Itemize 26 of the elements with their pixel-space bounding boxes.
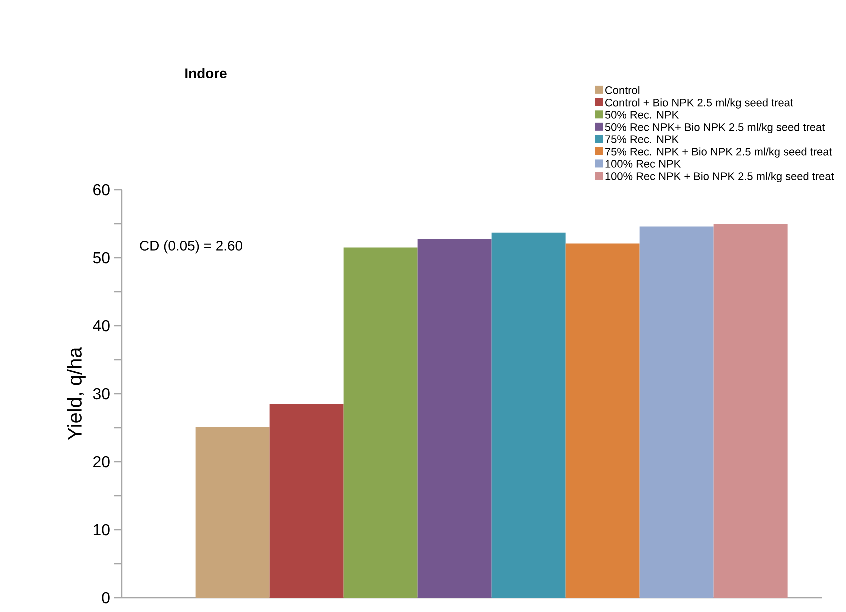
legend-label: 75% Rec. NPK + Bio NPK 2.5 ml/kg seed treat <box>606 148 832 158</box>
bar <box>566 244 640 598</box>
legend-label: 50% Rec. NPK <box>605 111 679 119</box>
bar <box>344 248 418 598</box>
chart-title: Indore <box>186 68 227 78</box>
y-axis-title: Yield, q/ha <box>67 347 86 440</box>
legend-label: 50% Rec NPK+ Bio NPK 2.5 ml/kg seed treat <box>605 123 826 134</box>
y-tick-label: 0 <box>102 592 110 604</box>
bar <box>418 238 492 598</box>
y-tick-label: 10 <box>94 524 110 536</box>
y-tick-label: 60 <box>94 184 110 196</box>
bar <box>492 232 566 598</box>
bar <box>270 404 344 598</box>
bar <box>714 224 788 598</box>
legend-label: Control <box>606 86 640 94</box>
annotation: CD (0.05) = 2.60 <box>140 240 242 254</box>
legend-label: 75% Rec. NPK <box>606 136 679 144</box>
bar <box>196 427 270 598</box>
legend-label: 100% Rec NPK + Bio NPK 2.5 ml/kg seed treat <box>606 172 834 182</box>
bar <box>640 226 714 598</box>
legend-label: Control + Bio NPK 2.5 ml/kg seed treat <box>606 98 794 109</box>
y-tick-label: 40 <box>93 320 110 332</box>
y-tick-label: 30 <box>93 388 110 400</box>
y-tick-label: 50 <box>93 252 110 264</box>
legend-label: 100% Rec NPK <box>606 160 681 168</box>
y-tick-label: 20 <box>94 456 110 468</box>
